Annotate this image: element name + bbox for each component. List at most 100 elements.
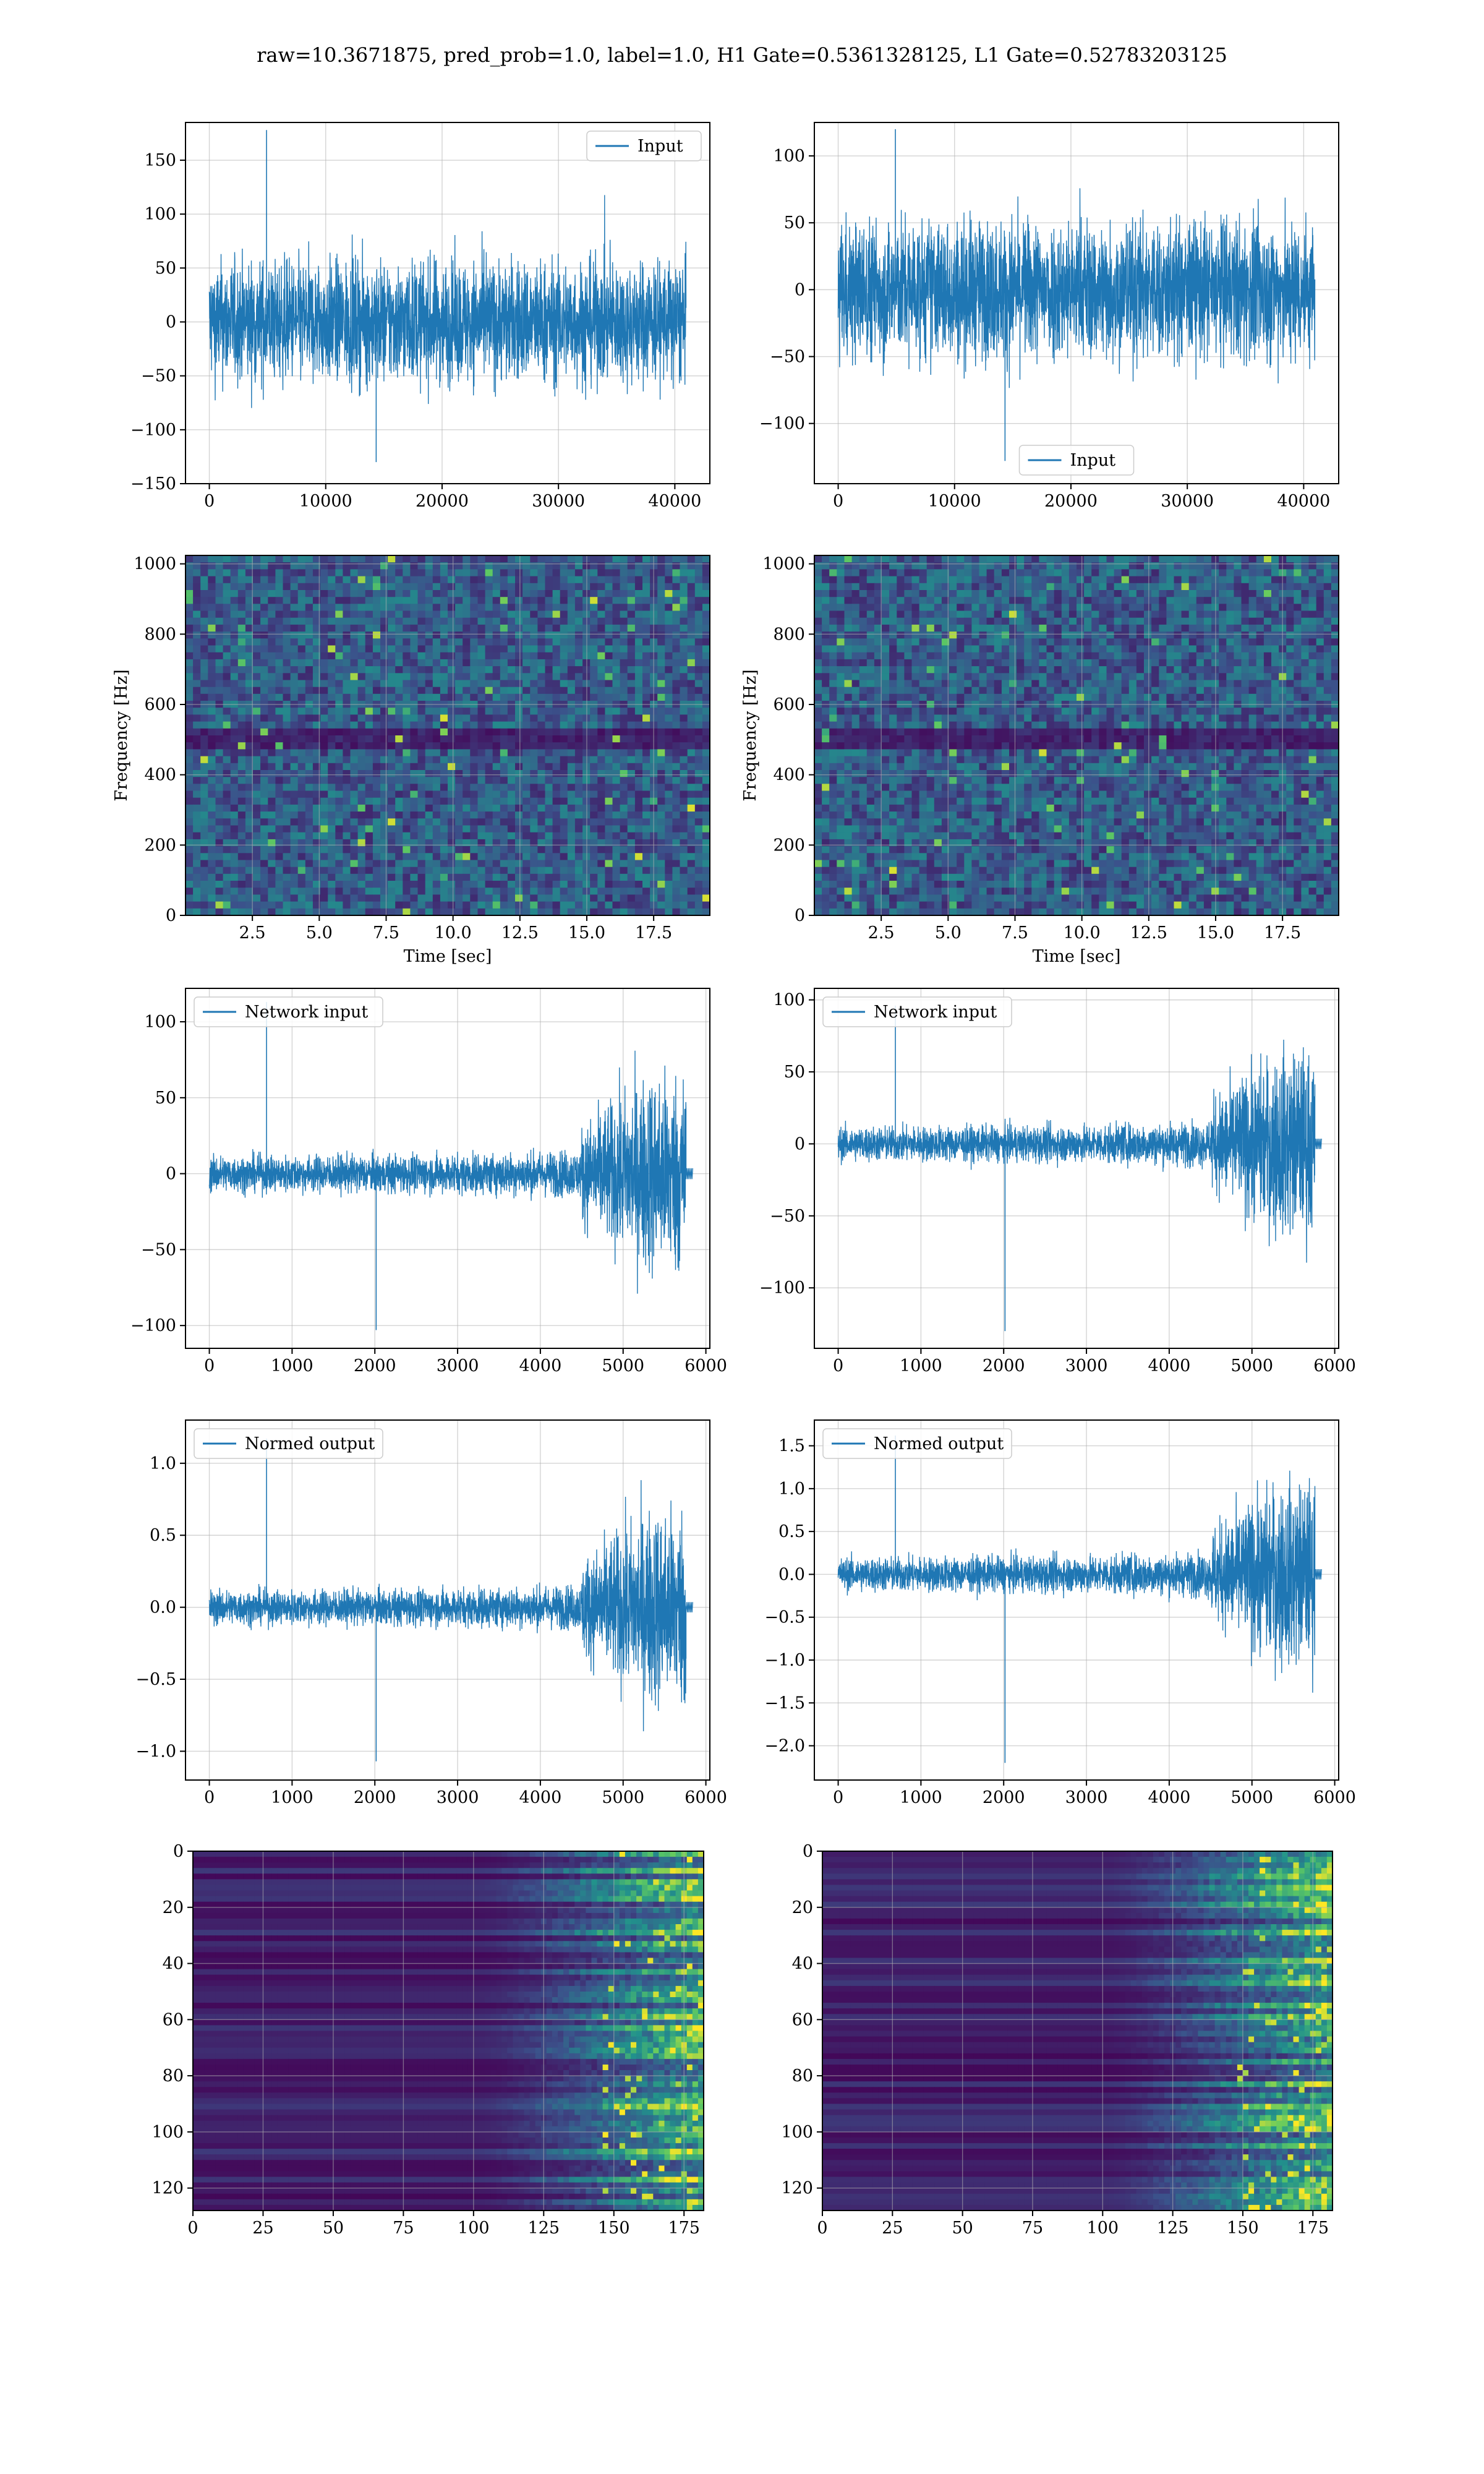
heatmap-cell <box>298 888 306 895</box>
heatmap-cell <box>1039 590 1047 597</box>
heatmap-cell <box>1166 618 1174 625</box>
heatmap-cell <box>1204 583 1212 591</box>
heatmap-cell <box>478 576 486 584</box>
heatmap-cell <box>560 666 568 674</box>
heatmap-cell <box>1024 618 1032 625</box>
heatmap-cell <box>1331 646 1339 653</box>
heatmap-cell <box>418 763 426 771</box>
heatmap-cell <box>695 867 703 875</box>
heatmap-cell <box>380 714 388 722</box>
heatmap-cell <box>186 590 194 597</box>
heatmap-cell <box>672 756 680 764</box>
heatmap-cell <box>672 583 680 591</box>
heatmap-cell <box>268 860 276 868</box>
heatmap-cell <box>298 653 306 660</box>
heatmap-cell <box>1129 653 1137 660</box>
heatmap-cell <box>283 770 291 777</box>
heatmap-cell <box>702 860 710 868</box>
heatmap-cell <box>575 694 583 701</box>
heatmap-cell <box>291 646 299 653</box>
heatmap-cell <box>545 722 553 729</box>
heatmap-cell <box>889 646 897 653</box>
heatmap-cell <box>575 798 583 805</box>
heatmap-cell <box>1054 597 1062 604</box>
heatmap-cell <box>1099 625 1107 632</box>
heatmap-cell <box>1189 659 1197 667</box>
heatmap-cell <box>657 625 665 632</box>
heatmap-cell <box>530 798 538 805</box>
heatmap-cell <box>238 653 246 660</box>
heatmap-cell <box>927 653 935 660</box>
heatmap-cell <box>1009 659 1017 667</box>
heatmap-cell <box>238 597 246 604</box>
heatmap-cell <box>845 638 853 646</box>
heatmap-cell <box>508 791 516 798</box>
heatmap-cell <box>1069 569 1077 576</box>
heatmap-cell <box>200 555 208 563</box>
heatmap-cell <box>275 888 283 895</box>
heatmap-cell <box>380 604 388 611</box>
heatmap-cell <box>425 653 433 660</box>
heatmap-cell <box>545 694 553 701</box>
heatmap-cell <box>1054 583 1062 591</box>
heatmap-cell <box>657 611 665 618</box>
heatmap-cell <box>373 590 381 597</box>
heatmap-cell <box>882 590 890 597</box>
heatmap-cell <box>231 770 239 777</box>
heatmap-cell <box>597 694 605 701</box>
heatmap-cell <box>628 846 636 854</box>
heatmap-cell <box>1264 646 1272 653</box>
heatmap-cell <box>425 618 433 625</box>
heatmap-cell <box>440 894 448 902</box>
heatmap-cell <box>388 833 396 840</box>
heatmap-cell <box>568 805 576 812</box>
heatmap-cell <box>305 888 313 895</box>
heatmap-cell <box>260 646 268 653</box>
heatmap-cell <box>216 860 224 868</box>
heatmap-cell <box>927 625 935 632</box>
heatmap-cell <box>522 638 531 646</box>
heatmap-cell <box>410 818 418 826</box>
heatmap-cell <box>1256 569 1264 576</box>
heatmap-cell <box>283 555 291 563</box>
heatmap-cell <box>193 777 201 784</box>
heatmap-cell <box>1189 646 1197 653</box>
heatmap-cell <box>388 590 396 597</box>
heatmap-cell <box>231 583 239 591</box>
heatmap-cell <box>553 666 561 674</box>
heatmap-cell <box>208 687 216 695</box>
heatmap-cell <box>605 902 613 909</box>
heatmap-cell <box>665 888 673 895</box>
heatmap-cell <box>485 666 493 674</box>
heatmap-cell <box>305 853 313 860</box>
heatmap-cell <box>1009 618 1017 625</box>
heatmap-cell <box>455 826 463 833</box>
heatmap-cell <box>268 826 276 833</box>
heatmap-cell <box>867 659 875 667</box>
heatmap-cell <box>575 805 583 812</box>
heatmap-cell <box>193 846 201 854</box>
heatmap-cell <box>455 833 463 840</box>
heatmap-cell <box>1316 638 1324 646</box>
heatmap-cell <box>1054 631 1062 639</box>
heatmap-cell <box>613 555 621 563</box>
heatmap-cell <box>433 791 441 798</box>
heatmap-cell <box>859 673 868 680</box>
heatmap-cell <box>373 625 381 632</box>
heatmap-cell <box>553 818 561 826</box>
heatmap-cell <box>702 784 710 791</box>
heatmap-cell <box>231 894 239 902</box>
heatmap-cell <box>305 611 313 618</box>
heatmap-cell <box>358 881 366 888</box>
heatmap-cell <box>231 909 239 916</box>
heatmap-cell <box>493 742 501 750</box>
heatmap-cell <box>971 604 979 611</box>
heatmap-cell <box>500 735 508 743</box>
heatmap-cell <box>680 659 688 667</box>
heatmap-cell <box>620 708 628 715</box>
heatmap-cell <box>365 638 373 646</box>
heatmap-cell <box>358 631 366 639</box>
heatmap-cell <box>478 722 486 729</box>
heatmap-cell <box>1256 659 1264 667</box>
heatmap-cell <box>351 646 359 653</box>
